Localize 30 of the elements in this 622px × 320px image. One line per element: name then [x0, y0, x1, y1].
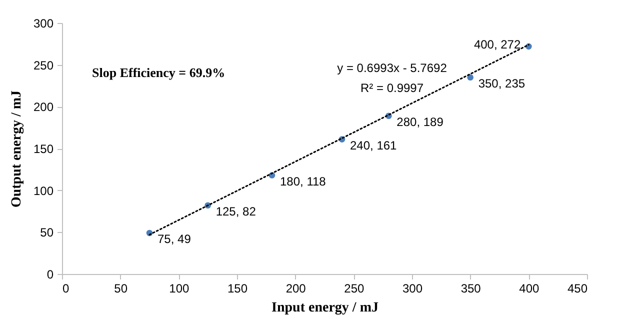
annotation: y = 0.6993x - 5.7692	[337, 61, 448, 75]
x-tick-label: 250	[344, 282, 364, 296]
y-tick-label: 250	[33, 58, 54, 72]
y-tick-label: 0	[46, 268, 54, 282]
x-tick-label: 450	[567, 282, 588, 296]
x-tick-label: 50	[114, 282, 128, 296]
y-tick-label: 300	[33, 16, 54, 30]
y-tick-label: 150	[33, 142, 54, 156]
x-tick-label: 350	[460, 282, 482, 296]
point	[467, 74, 474, 81]
x-tick-label: 100	[169, 282, 190, 296]
x-tick-label: 150	[227, 282, 248, 296]
y-axis-title: Output energy / mJ	[9, 90, 24, 208]
data-label: 240, 161	[350, 138, 398, 152]
y-tick-label: 100	[33, 184, 54, 198]
x-tick-label: 300	[402, 282, 423, 296]
annotation: R² = 0.9997	[360, 81, 424, 95]
data-label: 400, 272	[474, 37, 521, 52]
x-tick-label: 400	[519, 282, 540, 296]
data-label: 350, 235	[478, 76, 526, 90]
data-label: 180, 118	[280, 174, 326, 188]
y-tick-label: 50	[40, 226, 54, 240]
data-label: 75, 49	[158, 232, 192, 246]
annotation: Slop Efficiency = 69.9%	[92, 65, 226, 80]
x-tick-label: 200	[286, 282, 306, 296]
y-tick-label: 200	[33, 100, 54, 114]
x-tick-label: 0	[62, 282, 70, 296]
x-axis-title: Input energy / mJ	[272, 300, 378, 316]
data-label: 280, 189	[396, 114, 444, 129]
data-label: 125, 82	[216, 204, 256, 218]
